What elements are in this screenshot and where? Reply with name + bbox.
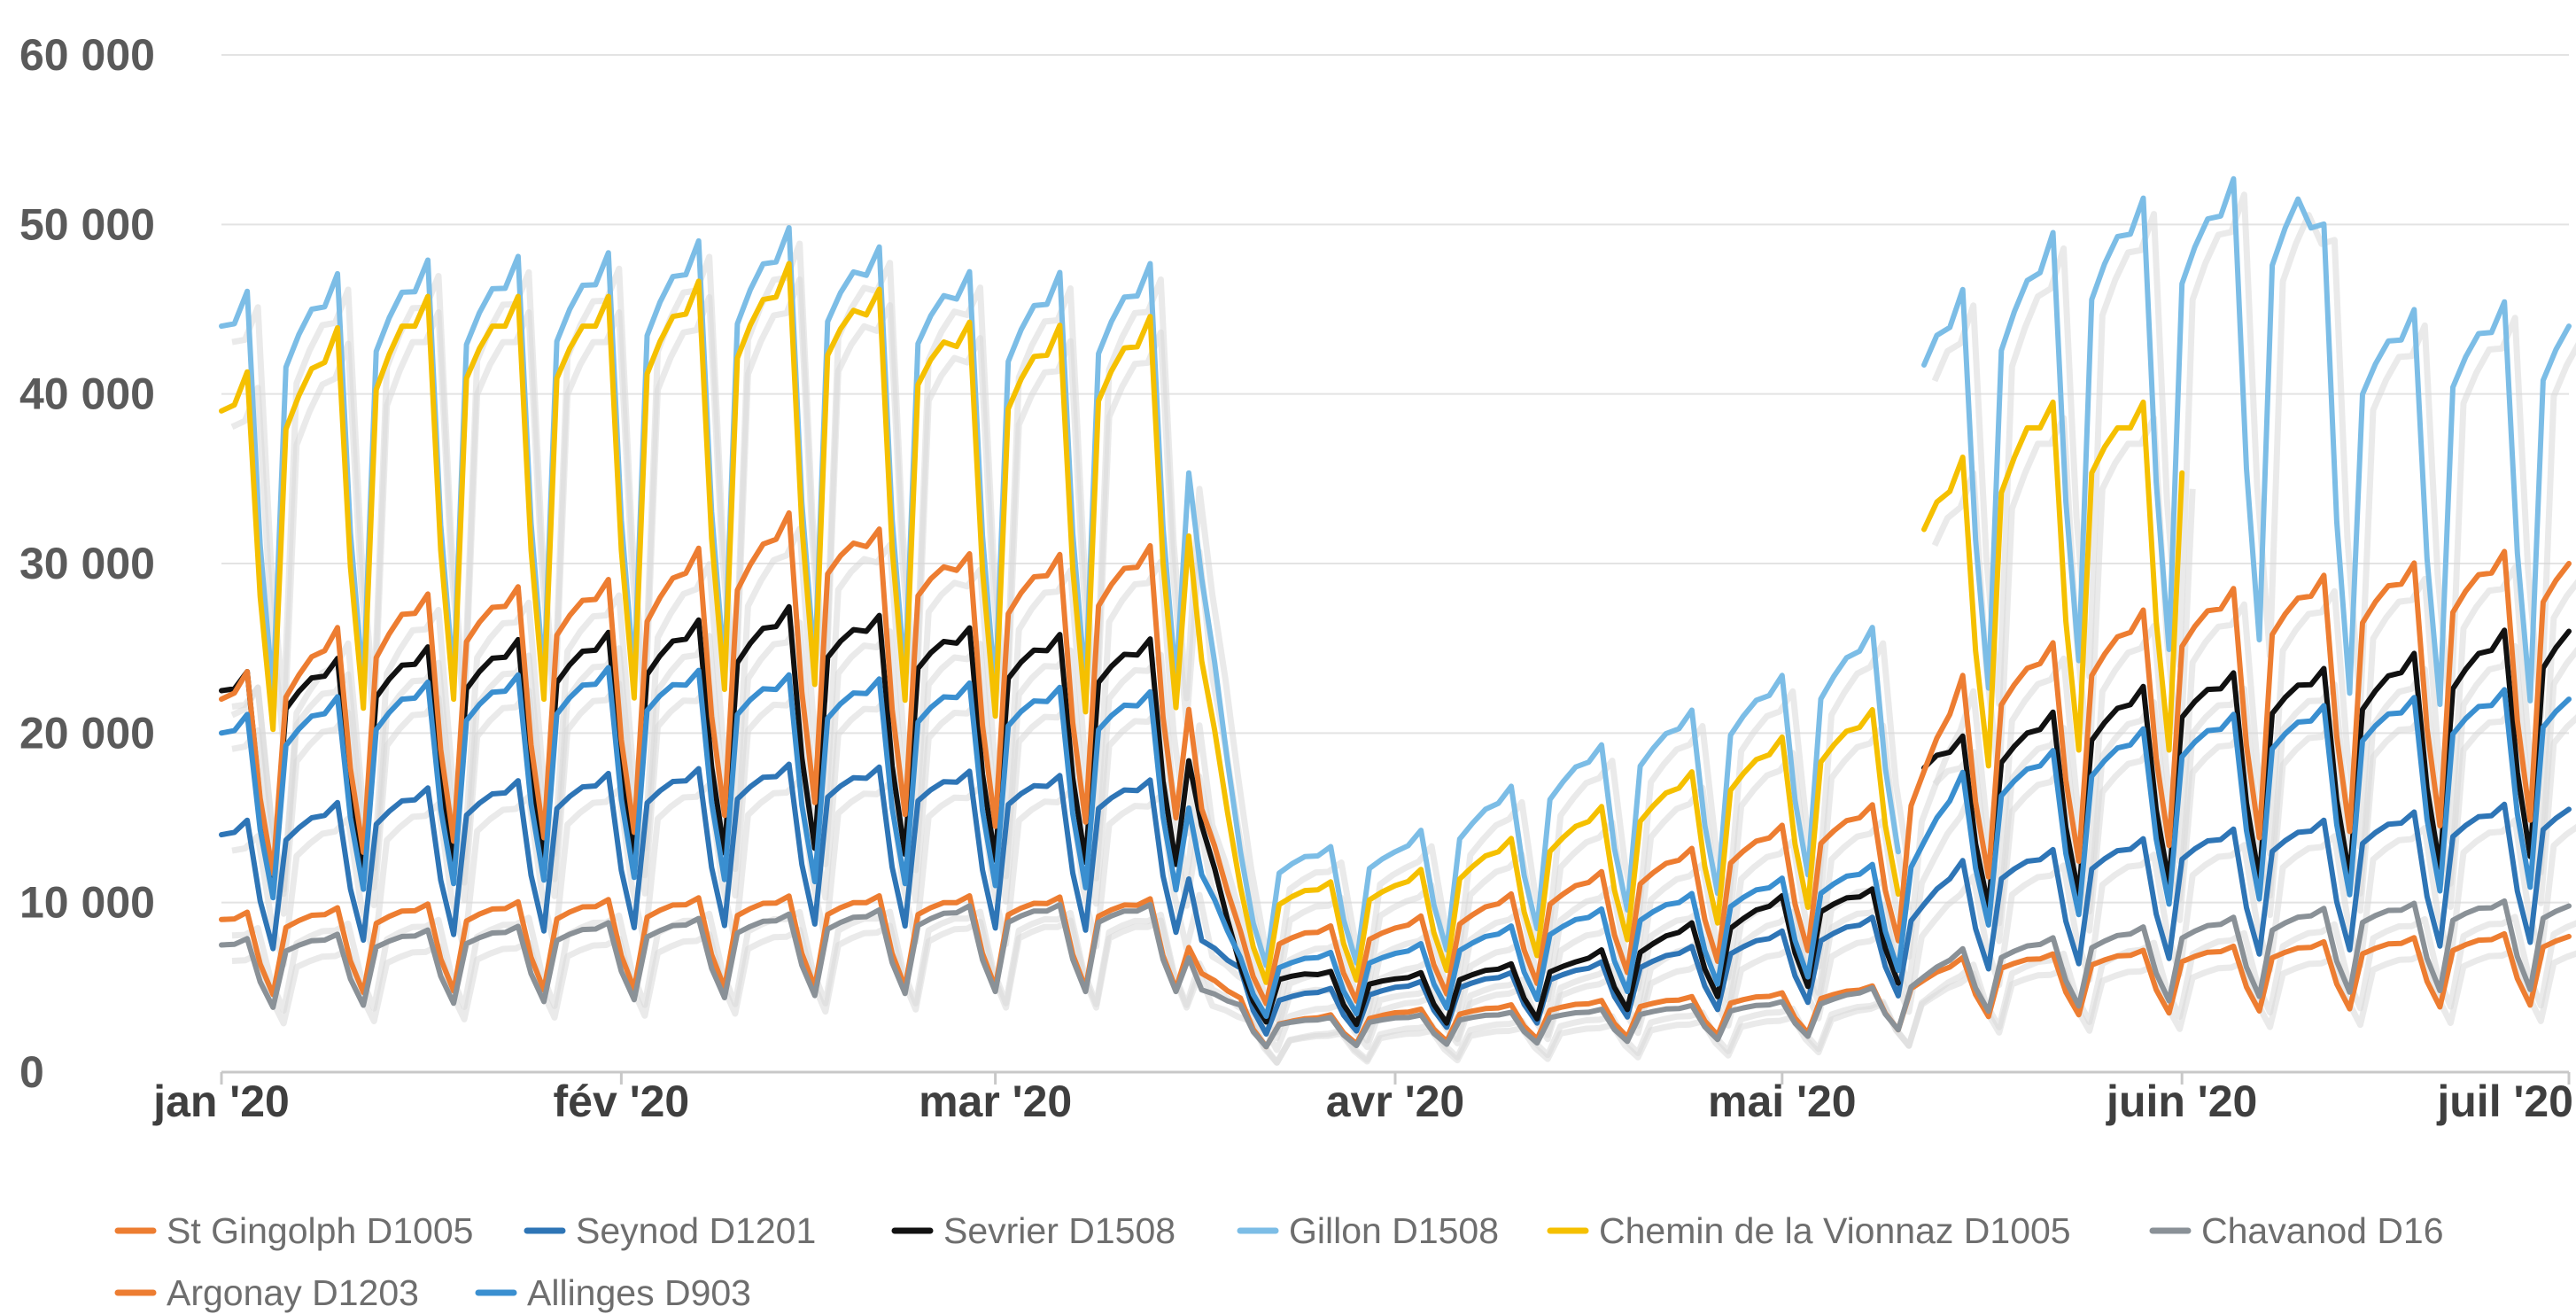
y-tick-label: 10 000 [19, 878, 155, 928]
x-axis [220, 1070, 2571, 1085]
y-tick-label: 50 000 [19, 199, 155, 249]
legend-label-st-gingolph-d1005[interactable]: St Gingolph D1005 [167, 1210, 473, 1251]
x-tick-label: jan '20 [152, 1077, 290, 1126]
series-shadow-chavanod-d16 [231, 914, 2576, 1066]
series-shadow-seynod-d1201 [231, 777, 2576, 1054]
series-line-gillon-d1508 [219, 175, 2572, 968]
x-tick-label: fév '20 [554, 1077, 690, 1126]
x-tick-label: mai '20 [1708, 1077, 1857, 1126]
series-line-chavanod-d16 [219, 898, 2572, 1050]
legend-label-gillon-d1508[interactable]: Gillon D1508 [1289, 1210, 1499, 1251]
series-lines [219, 175, 2572, 1050]
y-tick-label: 60 000 [19, 30, 155, 80]
y-axis-ticks: 0 10 000 20 000 30 000 40 000 50 000 60 000 [19, 30, 155, 1097]
legend-label-allinges-d903[interactable]: Allinges D903 [527, 1272, 751, 1313]
series-shadow-st-gingolph-d1005 [231, 908, 2576, 1066]
series-line-st-gingolph-d1005 [219, 893, 2572, 1050]
x-tick-label: mar '20 [919, 1077, 1072, 1126]
legend: St Gingolph D1005 Seynod D1201 Sevrier D15… [114, 1210, 2444, 1313]
series-shadow-gillon-d1508 [231, 191, 2576, 985]
x-axis-ticks: jan '20 fév '20 mar '20 avr '20 mai '20 juin … [152, 1077, 2573, 1126]
series-shadow-allinges-d903 [231, 680, 2576, 1036]
series-line-allinges-d903 [219, 665, 2572, 1019]
legend-label-chavanod-d16[interactable]: Chavanod D16 [2201, 1210, 2444, 1251]
gridlines [221, 54, 2569, 904]
series-line-argonay-d1203 [219, 509, 2572, 1007]
y-tick-label: 20 000 [19, 708, 155, 758]
series-line-seynod-d1201 [219, 761, 2572, 1037]
series-line-sevrier-d1508 [219, 603, 2572, 1028]
y-tick-label: 40 000 [19, 369, 155, 419]
x-tick-label: juin '20 [2106, 1077, 2257, 1126]
series-shadow-argonay-d1203 [230, 525, 2576, 1023]
x-tick-label: juil '20 [2436, 1077, 2573, 1126]
legend-label-seynod-d1201[interactable]: Seynod D1201 [576, 1210, 816, 1251]
y-tick-label: 30 000 [19, 539, 155, 588]
series-line-chemin-de-la-vionnaz-d1005 [219, 260, 2185, 985]
legend-label-sevrier-d1508[interactable]: Sevrier D1508 [943, 1210, 1175, 1251]
y-tick-label: 0 [19, 1047, 44, 1097]
legend-label-chemin-de-la-vionnaz-d1005[interactable]: Chemin de la Vionnaz D1005 [1599, 1210, 2071, 1251]
legend-label-argonay-d1203[interactable]: Argonay D1203 [167, 1272, 419, 1313]
x-tick-label: avr '20 [1326, 1077, 1464, 1126]
